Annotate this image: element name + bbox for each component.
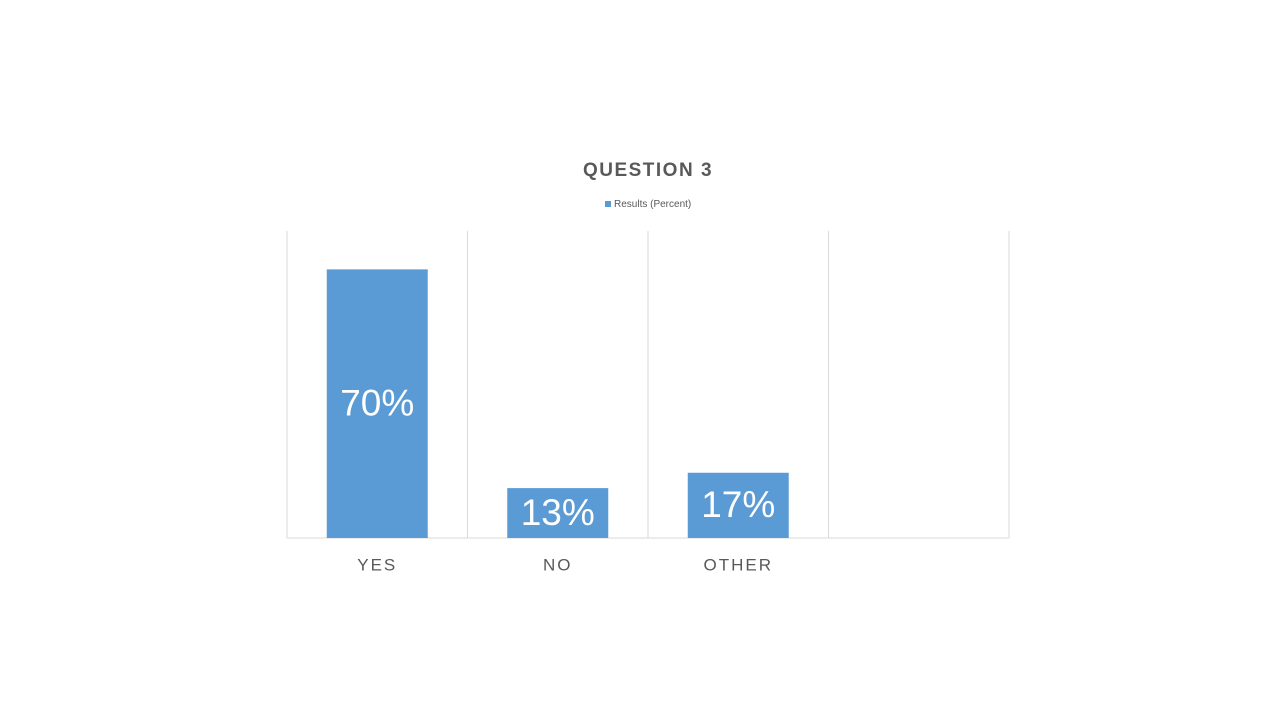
bar [507, 488, 609, 538]
legend-swatch [605, 201, 611, 207]
data-label: 70% [340, 382, 414, 423]
legend-label: Results (Percent) [614, 199, 691, 210]
x-tick-label: YES [357, 555, 397, 574]
data-label: 17% [701, 484, 775, 525]
chart-title: QUESTION 3 [583, 160, 713, 181]
bar [687, 472, 789, 538]
data-label: 13% [521, 492, 595, 533]
bar [326, 269, 428, 538]
x-tick-label: OTHER [704, 555, 774, 574]
x-tick-label: NO [543, 555, 573, 574]
